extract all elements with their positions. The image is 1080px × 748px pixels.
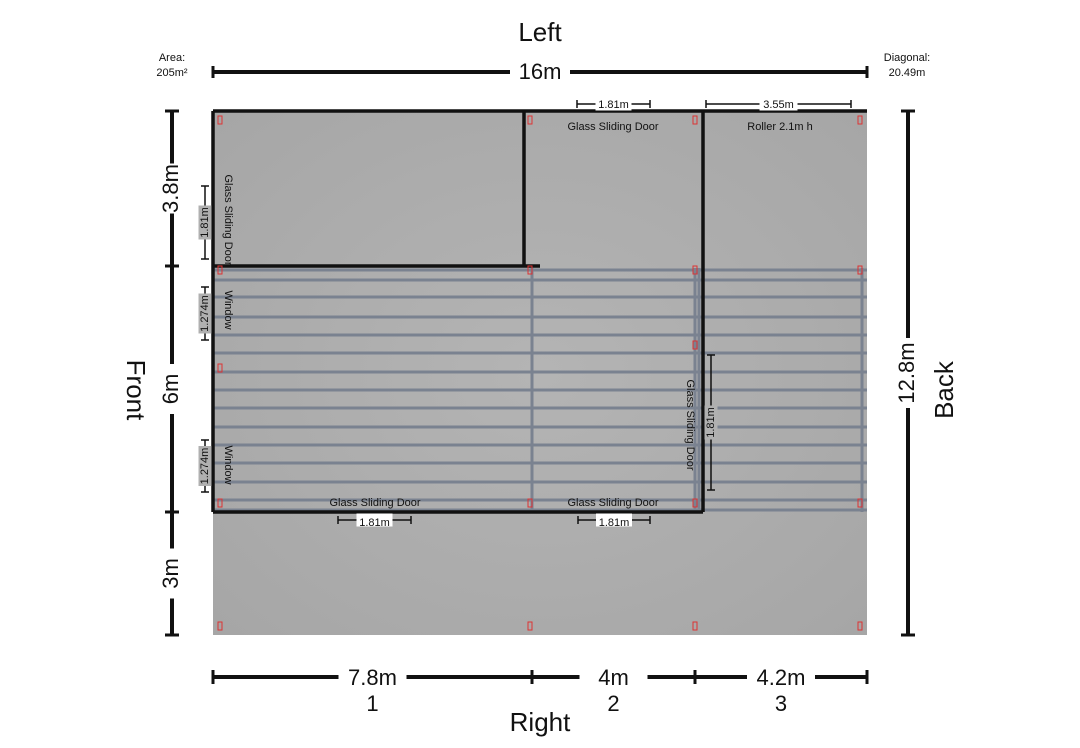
label-gap — [198, 293, 212, 334]
post-marker — [527, 265, 533, 275]
column-number: 1 — [366, 691, 378, 716]
post-marker — [692, 340, 698, 350]
dimension-label: 1.274m — [199, 295, 211, 332]
dimension-label: 1.81m — [359, 517, 390, 529]
post-marker — [692, 115, 698, 125]
post-marker — [527, 621, 533, 631]
label-gap — [510, 60, 570, 84]
label-gap — [198, 205, 212, 240]
roof-frame — [213, 268, 867, 512]
dimension-label: 1.81m — [199, 207, 211, 238]
opening-label: Glass Sliding Door — [684, 379, 696, 470]
post-marker — [217, 621, 223, 631]
column-number: 3 — [775, 691, 787, 716]
column-dimension: 7.8m — [348, 665, 397, 690]
side-label: Back — [929, 360, 959, 419]
opening-label: Glass Sliding Door — [222, 174, 234, 265]
side-label: Right — [510, 707, 571, 737]
side-label: Left — [518, 17, 562, 47]
label-gap — [338, 664, 407, 690]
column-number: 2 — [607, 691, 619, 716]
dimension-label: 12.8m — [894, 342, 919, 403]
post-marker — [857, 115, 863, 125]
label-gap — [160, 163, 184, 214]
post-marker — [527, 115, 533, 125]
opening-label: Glass Sliding Door — [567, 121, 658, 133]
opening-label: Glass Sliding Door — [329, 497, 420, 509]
opening-label: Glass Sliding Door — [567, 497, 658, 509]
dimension-label: 1.81m — [598, 99, 629, 111]
column-dimension: 4m — [598, 665, 629, 690]
diagonal-label: Diagonal: — [884, 52, 930, 64]
post-marker — [217, 115, 223, 125]
label-gap — [896, 338, 920, 408]
label-gap — [356, 513, 393, 527]
dimension-label: 16m — [519, 59, 562, 84]
opening-label: Window — [222, 445, 234, 484]
post-marker — [217, 498, 223, 508]
row-dimension: 6m — [158, 374, 183, 405]
post-marker — [527, 498, 533, 508]
label-gap — [160, 548, 184, 599]
post-marker — [857, 498, 863, 508]
post-marker — [692, 621, 698, 631]
label-gap — [759, 97, 798, 111]
row-dimension: 3m — [158, 558, 183, 589]
area-value: 205m² — [156, 67, 188, 79]
label-gap — [198, 446, 212, 486]
label-gap — [595, 97, 632, 111]
label-gap — [160, 364, 184, 414]
label-gap — [579, 664, 648, 690]
area-label: Area: — [159, 52, 185, 64]
label-gap — [596, 513, 632, 527]
dimensions: Left Right Front Back Area: 205m² Diagonal: 20.… — [121, 17, 959, 737]
dimension-label: 3.55m — [763, 99, 794, 111]
post-marker — [217, 265, 223, 275]
diagonal-value: 20.49m — [889, 67, 926, 79]
post-marker — [857, 265, 863, 275]
dimension-label: 1.274m — [199, 448, 211, 485]
dimension-label: 1.81m — [705, 407, 717, 438]
label-gap — [747, 664, 815, 690]
post-marker — [692, 498, 698, 508]
opening-label: Window — [222, 290, 234, 329]
post-marker — [857, 621, 863, 631]
label-gap — [704, 405, 718, 440]
row-dimension: 3.8m — [158, 164, 183, 213]
post-marker — [217, 363, 223, 373]
walls — [211, 109, 867, 514]
opening-label: Roller 2.1m h — [747, 121, 812, 133]
column-dimension: 4.2m — [757, 665, 806, 690]
dimension-label: 1.81m — [599, 517, 630, 529]
side-label: Front — [121, 360, 151, 421]
post-marker — [692, 265, 698, 275]
